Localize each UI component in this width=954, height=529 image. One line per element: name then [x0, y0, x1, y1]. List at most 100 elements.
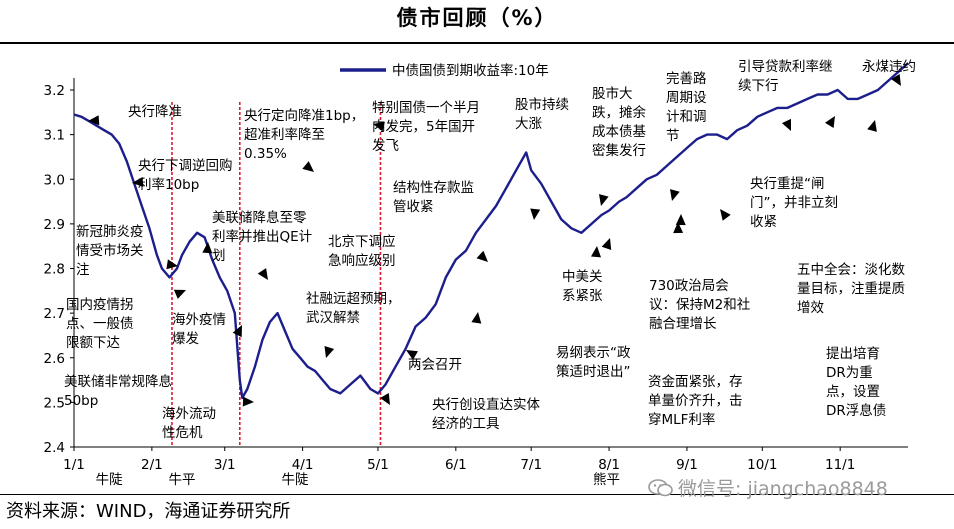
annotation-label: 特别国债一个半月内发完，5年国开发飞 [372, 100, 480, 154]
annotation-label: 两会召开 [408, 357, 462, 373]
annotation: 提出培育 DR为重点，设置 DR浮息债 [720, 209, 886, 419]
annotation-label: 美联储非常规降息 50bp [64, 373, 172, 409]
watermark: 微信号: jiangchao8848 [648, 474, 888, 501]
y-tick-label: 3.1 [44, 128, 65, 144]
annotation: 完善路周期设计和调节 [666, 71, 707, 201]
annotation-arrow [670, 189, 680, 201]
title-rule [0, 42, 954, 44]
x-tick-label: 4/1 [292, 457, 314, 473]
annotation: 央行定向降准1bp，超准利率降至 0.35% [244, 108, 364, 172]
annotation: 社融远超预期，武汉解禁 [306, 291, 401, 405]
y-tick-label: 2.7 [44, 306, 65, 322]
annotation-label: 央行下调逆回购利率10bp [138, 158, 233, 193]
y-tick-label: 2.4 [44, 440, 65, 456]
y-tick-label: 2.9 [44, 217, 65, 233]
annotation-arrow [373, 121, 385, 132]
annotation-arrow [675, 214, 686, 226]
source-note: 资料来源：WIND，海通证券研究所 [6, 501, 291, 522]
yield-series-line [73, 62, 909, 400]
x-tick-label: 3/1 [214, 457, 236, 473]
annotation-label: 海外流动性危机 [162, 406, 216, 441]
x-tick-label: 5/1 [367, 457, 389, 473]
annotation: 结构性存款监管收紧 [393, 180, 488, 262]
annotation: 特别国债一个半月内发完，5年国开发飞 [372, 100, 480, 154]
annotation-arrow [471, 312, 482, 324]
annotation-label: 央行降准 [128, 104, 182, 120]
annotation: 央行下调逆回购利率10bp [132, 158, 233, 193]
annotation-arrow [166, 259, 178, 270]
annotation-arrow [324, 346, 335, 358]
annotation: 央行重提“闸门”，并非立刻收紧 [750, 116, 838, 230]
annotation-arrow [88, 115, 100, 126]
annotation-arrow [591, 246, 601, 258]
y-tick-label: 2.8 [44, 262, 65, 278]
annotation-label: 提出培育 DR为重点，设置 DR浮息债 [826, 346, 886, 419]
annotation-label: 国内疫情拐点、一般债限额下达 [66, 297, 134, 351]
x-tick-label: 8/1 [598, 457, 620, 473]
annotation-arrow [380, 393, 390, 405]
annotation: 730政治局会议：保持M2和社融合理增长 [649, 222, 750, 332]
annotation-label: 730政治局会议：保持M2和社融合理增长 [649, 278, 750, 332]
annotation-label: 股市持续大涨 [515, 96, 569, 132]
annotation: 两会召开 [406, 350, 462, 373]
annotation-arrow [781, 118, 791, 131]
x-tick-label: 6/1 [445, 457, 467, 473]
annotation-label: 社融远超预期，武汉解禁 [306, 291, 401, 326]
annotation: 海外疫情爆发 [172, 242, 226, 347]
annotation: 美联储非常规降息 50bp [64, 373, 254, 409]
page-title: 债市回顾（%） [396, 6, 558, 30]
x-tick-label: 9/1 [676, 457, 698, 473]
annotation: 美联储降息至零利率并推出QE计划 [212, 209, 312, 280]
annotation-label: 完善路周期设计和调节 [666, 71, 707, 144]
annotation: 海外流动性危机 [162, 325, 242, 441]
regime-label: 牛陡 [282, 472, 309, 488]
annotation-label: 央行定向降准1bp，超准利率降至 0.35% [244, 108, 364, 162]
annotation-label: 新冠肺炎疫情受市场关注 [76, 224, 144, 278]
y-tick-label: 3.0 [44, 172, 65, 188]
annotation: 股市大跌，摊余成本债基密集发行 [592, 85, 646, 206]
annotation: 永煤违约 [862, 59, 916, 86]
annotation-label: 引导贷款利率继续下行 [738, 58, 833, 94]
y-tick-label: 3.2 [44, 83, 65, 99]
annotation-arrow [242, 396, 254, 407]
watermark-text: 微信号: jiangchao8848 [678, 478, 888, 500]
regime-label: 牛平 [169, 472, 196, 488]
annotation-label: 结构性存款监管收紧 [393, 180, 474, 215]
x-tick-label: 11/1 [825, 457, 855, 473]
x-tick-label: 10/1 [747, 457, 777, 473]
footer-rule [0, 494, 954, 495]
annotation-label: 海外疫情爆发 [172, 312, 226, 347]
annotation: 股市持续大涨 [515, 96, 569, 220]
annotation-arrow [867, 120, 877, 132]
annotation-label: 五中全会：淡化数量目标，注重提质增效 [797, 261, 905, 316]
x-tick-label: 1/1 [63, 457, 85, 473]
annotation-label: 美联储降息至零利率并推出QE计划 [212, 209, 312, 264]
legend-label: 中债国债到期收益率:10年 [392, 62, 549, 79]
annotation: 易纲表示“政策适时退出” [556, 246, 631, 380]
annotation: 国内疫情拐点、一般债限额下达 [66, 289, 186, 351]
annotation-label: 股市大跌，摊余成本债基密集发行 [592, 85, 646, 159]
annotation-label: 易纲表示“政策适时退出” [556, 345, 631, 380]
regime-label: 熊平 [593, 472, 620, 488]
annotation: 央行创设直达实体经济的工具 [432, 312, 540, 432]
wechat-icon [648, 479, 673, 497]
annotation-arrow [825, 116, 835, 128]
annotation: 中美关系紧张 [562, 238, 612, 304]
y-tick-label: 2.6 [44, 351, 65, 367]
annotation: 资金面紧张，存单量价齐升，击穿MLF利率 [648, 214, 743, 428]
annotation: 北京下调应急响应级别 [324, 233, 396, 358]
annotation-arrow [132, 177, 144, 187]
annotation-label: 中美关系紧张 [562, 269, 603, 304]
annotation-arrow [891, 74, 901, 86]
annotation: 引导贷款利率继续下行 [738, 58, 833, 131]
annotation-label: 北京下调应急响应级别 [328, 233, 396, 269]
annotation: 新冠肺炎疫情受市场关注 [76, 224, 178, 278]
y-tick-label: 2.5 [44, 395, 65, 411]
annotation-arrow [202, 242, 213, 254]
annotation-arrow [673, 222, 684, 234]
annotation: 五中全会：淡化数量目标，注重提质增效 [797, 120, 905, 316]
annotation: 央行降准 [88, 104, 182, 126]
annotation-arrow [406, 350, 418, 360]
regime-label: 牛陡 [96, 472, 123, 488]
